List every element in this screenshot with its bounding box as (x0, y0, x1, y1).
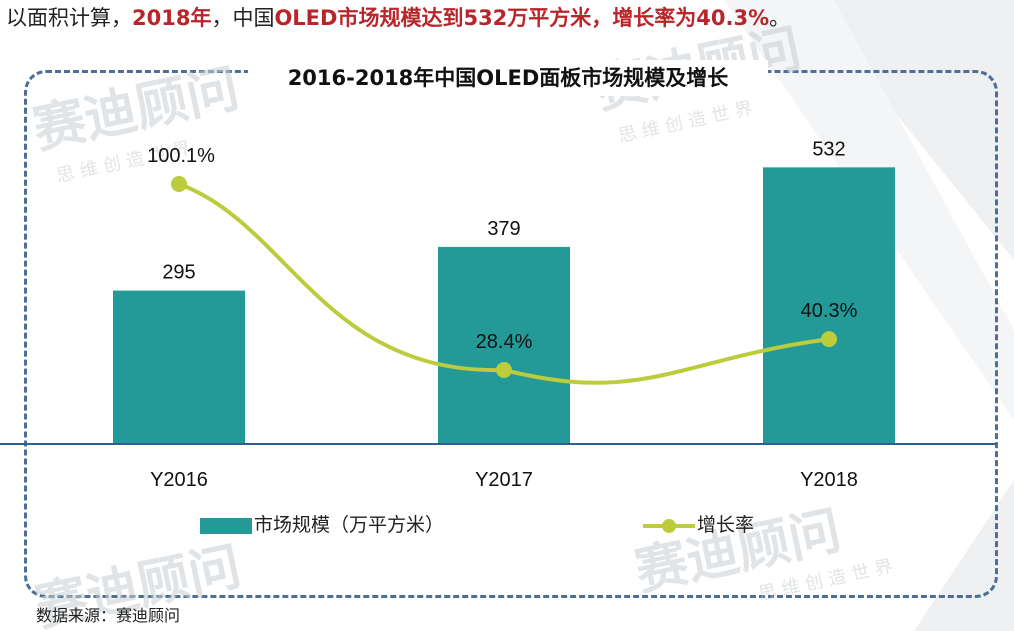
growth-rate-label: 40.3% (801, 300, 858, 322)
growth-rate-label: 100.1% (147, 145, 215, 167)
growth-point-y2016 (171, 176, 187, 192)
legend-bar-label: 市场规模（万平方米） (254, 514, 445, 536)
chart-title: 2016-2018年中国OLED面板市场规模及增长 (248, 60, 768, 96)
growth-rate-line (178, 182, 830, 385)
bar-value-label: 379 (487, 218, 520, 240)
source-note: 数据来源：赛迪顾问 (36, 606, 181, 625)
headline-middle: ，中国 (211, 6, 275, 30)
headline: 以面积计算，2018年，中国OLED市场规模达到532万平方米，增长率为40.3… (6, 4, 790, 32)
x-tick-label: Y2018 (800, 469, 858, 491)
bar-y2018 (763, 167, 895, 445)
bar-series (113, 167, 895, 445)
legend-bar-item: 市场规模（万平方米） (200, 510, 444, 537)
headline-year: 2018年 (132, 6, 212, 30)
legend-line-swatch (643, 518, 695, 534)
x-tick-labels: Y2016 Y2017 Y2018 (150, 469, 858, 491)
legend-line-item: 增长率 (643, 510, 754, 537)
legend-bar-swatch (200, 517, 252, 534)
headline-prefix: 以面积计算， (6, 6, 132, 30)
bar-value-label: 295 (162, 262, 195, 284)
headline-highlight: OLED市场规模达到532万平方米，增长率为40.3% (274, 6, 770, 30)
x-tick-label: Y2016 (150, 469, 208, 491)
bar-y2016 (113, 290, 245, 444)
growth-rate-points (171, 176, 837, 378)
growth-point-y2017 (496, 362, 512, 378)
legend-line-label: 增长率 (697, 514, 755, 536)
growth-rate-labels: 100.1% 28.4% 40.3% (147, 145, 857, 353)
headline-suffix: 。 (769, 6, 791, 30)
growth-point-y2018 (821, 331, 837, 348)
growth-rate-label: 28.4% (476, 331, 533, 353)
x-tick-label: Y2017 (475, 469, 533, 491)
bar-value-labels: 295 379 532 (162, 138, 845, 283)
bar-y2017 (438, 246, 570, 444)
bar-value-label: 532 (812, 138, 845, 160)
